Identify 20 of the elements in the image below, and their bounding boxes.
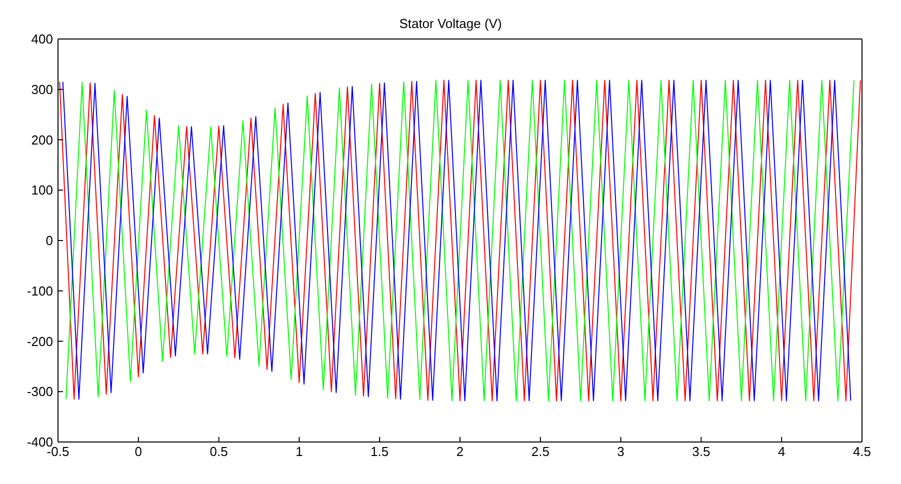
y-tick-label: 0 <box>46 233 53 248</box>
y-tick-label: -200 <box>26 334 53 349</box>
y-tick-label: -400 <box>26 434 53 450</box>
x-tick-label: 2.5 <box>531 444 550 460</box>
x-tick-label: 3.5 <box>692 444 710 460</box>
y-tick-label: 100 <box>31 182 53 198</box>
y-tick-label: -300 <box>26 384 53 400</box>
x-tick-label: 0.5 <box>210 444 228 460</box>
x-tick-label: 1 <box>296 444 303 460</box>
x-tick-label: 3 <box>617 444 624 460</box>
y-tick-label: 400 <box>31 32 53 47</box>
x-tick-label: 1.5 <box>370 444 389 460</box>
x-tick-label: 0 <box>134 444 142 460</box>
x-tick-label: 4.5 <box>852 444 872 460</box>
x-tick-label: 4 <box>778 444 786 460</box>
y-tick-label: 300 <box>31 82 53 97</box>
x-tick-label: 2 <box>456 444 464 460</box>
y-tick-label: 200 <box>31 132 53 148</box>
chart-title: Stator Voltage (V) <box>398 16 503 31</box>
y-tick-label: -100 <box>26 283 53 298</box>
